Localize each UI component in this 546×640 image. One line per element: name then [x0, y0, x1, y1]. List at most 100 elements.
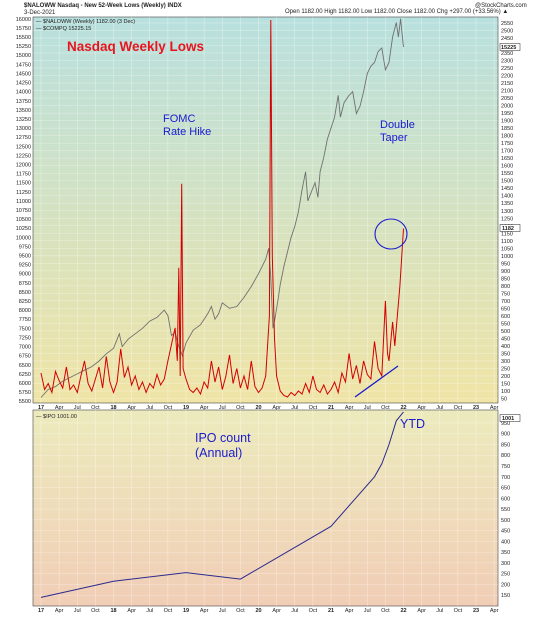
bottom-x-tick-label: Apr — [127, 608, 136, 614]
right-axis-tick-label: 2200 — [501, 74, 513, 80]
bottom-axis-tick-label: 150 — [501, 593, 510, 599]
header-date: 3-Dec-2021 — [24, 10, 56, 16]
right-axis-tick-label: 2500 — [501, 29, 513, 35]
header-symbol-line: $NALOWW Nasdaq - New 52-Week Lows (Weekl… — [24, 3, 182, 9]
left-axis-tick-label: 12250 — [16, 153, 31, 159]
left-axis-tick-label: 15500 — [16, 35, 31, 41]
bottom-x-tick-label: Oct — [164, 608, 173, 614]
legend-nalow: — $NALOWW (Weekly) 1182.00 (3 Dec) — [36, 19, 135, 25]
top-x-tick-label: Jul — [291, 405, 298, 411]
top-x-tick-label: 20 — [255, 405, 261, 411]
left-axis-tick-label: 10750 — [16, 208, 31, 214]
annotation-line: IPO count — [195, 431, 251, 445]
right-axis-tick-label: 1800 — [501, 134, 513, 140]
top-x-tick-label: Oct — [309, 405, 318, 411]
left-axis-tick-label: 11750 — [16, 172, 31, 178]
right-axis-tick-label: 2000 — [501, 104, 513, 110]
left-axis-tick-label: 15250 — [16, 44, 31, 50]
right-axis-tick-label: 1150 — [501, 231, 513, 237]
right-axis-tick-label: 2150 — [501, 81, 513, 87]
left-axis-tick-label: 14500 — [16, 71, 31, 77]
bottom-axis-tick-label: 900 — [501, 432, 510, 438]
bottom-x-tick-label: Apr — [417, 608, 426, 614]
left-axis-tick-label: 13250 — [16, 117, 31, 123]
bottom-axis-tick-label: 550 — [501, 507, 510, 513]
nalow-line — [40, 19, 404, 398]
right-axis-tick-label: 1900 — [501, 119, 513, 125]
nalow-last-value: 1182 — [502, 226, 514, 232]
right-axis-tick-label: 2050 — [501, 96, 513, 102]
top-x-tick-label: Oct — [454, 405, 463, 411]
ipo-line — [40, 411, 404, 598]
top-x-tick-label: Jul — [436, 405, 443, 411]
right-axis-tick-label: 800 — [501, 284, 510, 290]
legend-compq: — $COMPQ 15225.15 — [36, 26, 91, 32]
top-x-tick-label: 19 — [183, 405, 189, 411]
header-credit: @StockCharts.com — [475, 3, 527, 9]
bottom-axis-tick-label: 250 — [501, 572, 510, 578]
right-axis-tick-label: 850 — [501, 276, 510, 282]
annotation-ytd: YTD — [400, 417, 425, 431]
top-x-tick-label: Jul — [74, 405, 81, 411]
left-axis-tick-label: 11000 — [16, 199, 31, 205]
right-axis-tick-label: 250 — [501, 366, 510, 372]
annotation-line: Rate Hike — [163, 126, 211, 138]
bottom-x-tick-label: Oct — [309, 608, 318, 614]
bottom-x-tick-label: 23 — [473, 608, 479, 614]
bottom-x-tick-label: 17 — [38, 608, 44, 614]
bottom-x-tick-label: Apr — [200, 608, 209, 614]
left-axis-tick-label: 7500 — [19, 326, 31, 332]
left-axis-tick-label: 8250 — [19, 299, 31, 305]
top-x-tick-label: 18 — [110, 405, 116, 411]
top-x-ticks: 17 Apr Jul Oct 18 Apr Jul Oct 19 Apr Jul Oct 20 Apr Ju… — [38, 405, 499, 411]
left-axis-tick-label: 14750 — [16, 62, 31, 68]
header-ohlc: Open 1182.00 High 1182.00 Low 1182.00 Cl… — [285, 9, 509, 15]
right-axis-tick-label: 1350 — [501, 201, 513, 207]
right-axis-tick-label: 200 — [501, 374, 510, 380]
left-axis-tick-label: 6000 — [19, 381, 31, 387]
bottom-x-tick-label: 19 — [183, 608, 189, 614]
top-x-tick-label: Jul — [219, 405, 226, 411]
left-axis-tick-label: 14000 — [16, 90, 31, 96]
left-axis-tick-label: 13000 — [16, 126, 31, 132]
bottom-x-tick-label: 21 — [328, 608, 334, 614]
left-axis-tick-label: 9000 — [19, 272, 31, 278]
right-axis-tick-label: 2300 — [501, 59, 513, 65]
right-axis-tick-label: 1600 — [501, 164, 513, 170]
right-axis-tick-label: 500 — [501, 329, 510, 335]
bottom-axis-tick-label: 650 — [501, 486, 510, 492]
left-axis-tick-label: 13500 — [16, 108, 31, 114]
left-axis-tick-label: 9750 — [19, 244, 31, 250]
right-axis-tick-label: 450 — [501, 336, 510, 342]
bottom-axis-tick-label: 950 — [501, 421, 510, 427]
bottom-x-tick-label: 20 — [255, 608, 261, 614]
left-axis-tick-label: 6750 — [19, 354, 31, 360]
right-axis-tick-label: 1750 — [501, 141, 513, 147]
compq-line — [40, 18, 404, 398]
left-axis-tick-label: 10250 — [16, 226, 31, 232]
left-axis-tick-label: 7000 — [19, 345, 31, 351]
bottom-x-tick-label: Apr — [490, 608, 499, 614]
top-x-tick-label: Apr — [417, 405, 426, 411]
ipo-last-value: 1001 — [502, 416, 514, 422]
bottom-x-tick-label: 22 — [400, 608, 406, 614]
left-axis-tick-label: 15750 — [16, 26, 31, 32]
annotation-line: Taper — [380, 132, 408, 144]
bottom-x-tick-label: Jul — [436, 608, 443, 614]
top-x-tick-label: Jul — [364, 405, 371, 411]
right-axis-tick-label: 100 — [501, 389, 510, 395]
bottom-x-tick-label: Jul — [146, 608, 153, 614]
bottom-x-tick-label: Jul — [291, 608, 298, 614]
annotation-line: FOMC — [163, 113, 195, 125]
compq-last-value: 15225 — [501, 45, 516, 51]
bottom-panel-background — [32, 409, 499, 607]
top-x-tick-label: Apr — [490, 405, 499, 411]
right-axis-tick-label: 750 — [501, 291, 510, 297]
bottom-x-tick-label: Oct — [91, 608, 100, 614]
left-axis-tick-label: 7750 — [19, 317, 31, 323]
top-panel-background — [32, 16, 499, 404]
right-axis-tick-label: 1050 — [501, 246, 513, 252]
right-axis-tick-label: 900 — [501, 269, 510, 275]
bottom-x-tick-label: Apr — [272, 608, 281, 614]
